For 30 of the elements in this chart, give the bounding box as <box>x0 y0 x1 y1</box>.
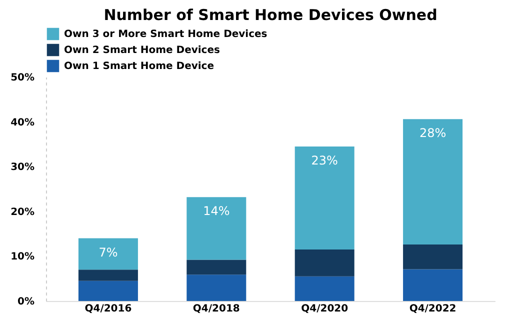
bar <box>186 274 246 301</box>
x-tick-label: Q4/2016 <box>84 304 132 314</box>
bar <box>186 260 246 275</box>
x-tick-label: Q4/2018 <box>192 304 240 314</box>
bar <box>403 269 463 301</box>
bar <box>403 119 463 245</box>
bar <box>78 270 138 281</box>
data-label: 7% <box>98 245 118 260</box>
y-tick-label: 50% <box>10 72 34 84</box>
y-tick-label: 0% <box>18 296 34 308</box>
bar <box>294 146 354 250</box>
y-tick-label: 40% <box>10 117 34 128</box>
bar <box>294 276 354 301</box>
chart-title: Number of Smart Home Devices Owned <box>104 6 438 24</box>
y-tick-label: 10% <box>10 252 34 263</box>
bar <box>403 244 463 270</box>
legend-label: Own 1 Smart Home Device <box>64 61 214 72</box>
bar <box>78 238 138 270</box>
x-tick-label: Q4/2020 <box>301 304 348 314</box>
legend-label: Own 3 or More Smart Home Devices <box>64 29 268 40</box>
x-tick-label: Q4/2022 <box>409 304 456 314</box>
bar <box>78 280 138 301</box>
data-label: 14% <box>203 204 230 218</box>
y-tick-label: 20% <box>10 206 34 218</box>
data-label: 28% <box>419 126 446 140</box>
bar <box>186 197 246 260</box>
legend-label: Own 2 Smart Home Devices <box>64 45 220 56</box>
data-label: 23% <box>311 153 338 168</box>
bar <box>294 249 354 276</box>
y-tick-label: 30% <box>10 162 34 174</box>
